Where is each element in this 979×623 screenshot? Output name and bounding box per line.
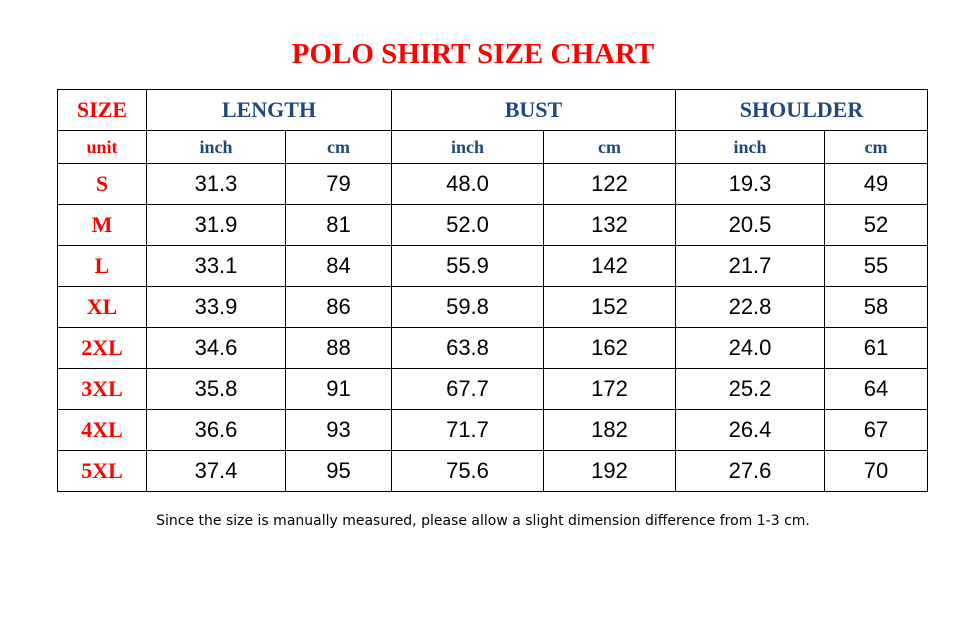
bust-in-cell: 67.7 xyxy=(391,368,544,410)
bust-cm-cell: 152 xyxy=(543,286,676,328)
length-header: LENGTH xyxy=(146,89,392,131)
shoulder-cm-cell: 58 xyxy=(824,286,928,328)
bust-cm-cell: 182 xyxy=(543,409,676,451)
unit-inch: inch xyxy=(675,130,825,164)
bust-in-cell: 55.9 xyxy=(391,245,544,287)
table-row: S 31.3 79 48.0 122 19.3 49 xyxy=(57,163,928,205)
shoulder-in-cell: 26.4 xyxy=(675,409,825,451)
size-cell: 3XL xyxy=(57,368,147,410)
bust-cm-cell: 122 xyxy=(543,163,676,205)
length-cm-cell: 95 xyxy=(285,450,392,492)
bust-cm-cell: 142 xyxy=(543,245,676,287)
table-row: L 33.1 84 55.9 142 21.7 55 xyxy=(57,245,928,287)
bust-cm-cell: 172 xyxy=(543,368,676,410)
shoulder-cm-cell: 55 xyxy=(824,245,928,287)
table-row: 3XL 35.8 91 67.7 172 25.2 64 xyxy=(57,368,928,410)
shoulder-in-cell: 21.7 xyxy=(675,245,825,287)
shoulder-in-cell: 24.0 xyxy=(675,327,825,369)
length-cm-cell: 91 xyxy=(285,368,392,410)
unit-label: unit xyxy=(57,130,147,164)
length-in-cell: 35.8 xyxy=(146,368,286,410)
size-cell: XL xyxy=(57,286,147,328)
unit-inch: inch xyxy=(146,130,286,164)
unit-inch: inch xyxy=(391,130,544,164)
length-cm-cell: 79 xyxy=(285,163,392,205)
size-header: SIZE xyxy=(57,89,147,131)
bust-in-cell: 48.0 xyxy=(391,163,544,205)
shoulder-cm-cell: 70 xyxy=(824,450,928,492)
length-in-cell: 31.9 xyxy=(146,204,286,246)
table-row: XL 33.9 86 59.8 152 22.8 58 xyxy=(57,286,928,328)
bust-cm-cell: 192 xyxy=(543,450,676,492)
unit-row: unit inch cm inch cm inch cm xyxy=(57,130,928,164)
header-row: SIZE LENGTH BUST SHOULDER xyxy=(57,89,928,131)
length-cm-cell: 81 xyxy=(285,204,392,246)
size-cell: 5XL xyxy=(57,450,147,492)
length-in-cell: 34.6 xyxy=(146,327,286,369)
size-cell: L xyxy=(57,245,147,287)
shoulder-in-cell: 20.5 xyxy=(675,204,825,246)
length-in-cell: 31.3 xyxy=(146,163,286,205)
shoulder-header: SHOULDER xyxy=(675,89,928,131)
size-cell: 2XL xyxy=(57,327,147,369)
length-in-cell: 36.6 xyxy=(146,409,286,451)
measurement-note: Since the size is manually measured, ple… xyxy=(156,513,810,529)
size-cell: 4XL xyxy=(57,409,147,451)
shoulder-cm-cell: 61 xyxy=(824,327,928,369)
shoulder-cm-cell: 67 xyxy=(824,409,928,451)
size-cell: S xyxy=(57,163,147,205)
unit-cm: cm xyxy=(824,130,928,164)
shoulder-in-cell: 25.2 xyxy=(675,368,825,410)
bust-in-cell: 52.0 xyxy=(391,204,544,246)
size-cell: M xyxy=(57,204,147,246)
shoulder-cm-cell: 49 xyxy=(824,163,928,205)
bust-in-cell: 59.8 xyxy=(391,286,544,328)
shoulder-in-cell: 19.3 xyxy=(675,163,825,205)
table-row: M 31.9 81 52.0 132 20.5 52 xyxy=(57,204,928,246)
bust-cm-cell: 132 xyxy=(543,204,676,246)
size-chart-table: SIZE LENGTH BUST SHOULDER unit inch cm i… xyxy=(57,89,928,492)
unit-cm: cm xyxy=(543,130,676,164)
length-in-cell: 33.9 xyxy=(146,286,286,328)
bust-in-cell: 63.8 xyxy=(391,327,544,369)
unit-cm: cm xyxy=(285,130,392,164)
bust-header: BUST xyxy=(391,89,676,131)
length-cm-cell: 93 xyxy=(285,409,392,451)
bust-in-cell: 75.6 xyxy=(391,450,544,492)
shoulder-cm-cell: 52 xyxy=(824,204,928,246)
length-in-cell: 33.1 xyxy=(146,245,286,287)
page-title: POLO SHIRT SIZE CHART xyxy=(291,38,655,70)
shoulder-in-cell: 27.6 xyxy=(675,450,825,492)
length-cm-cell: 84 xyxy=(285,245,392,287)
shoulder-cm-cell: 64 xyxy=(824,368,928,410)
length-cm-cell: 88 xyxy=(285,327,392,369)
shoulder-in-cell: 22.8 xyxy=(675,286,825,328)
bust-in-cell: 71.7 xyxy=(391,409,544,451)
table-row: 2XL 34.6 88 63.8 162 24.0 61 xyxy=(57,327,928,369)
table-row: 4XL 36.6 93 71.7 182 26.4 67 xyxy=(57,409,928,451)
length-cm-cell: 86 xyxy=(285,286,392,328)
bust-cm-cell: 162 xyxy=(543,327,676,369)
table-row: 5XL 37.4 95 75.6 192 27.6 70 xyxy=(57,450,928,492)
length-in-cell: 37.4 xyxy=(146,450,286,492)
